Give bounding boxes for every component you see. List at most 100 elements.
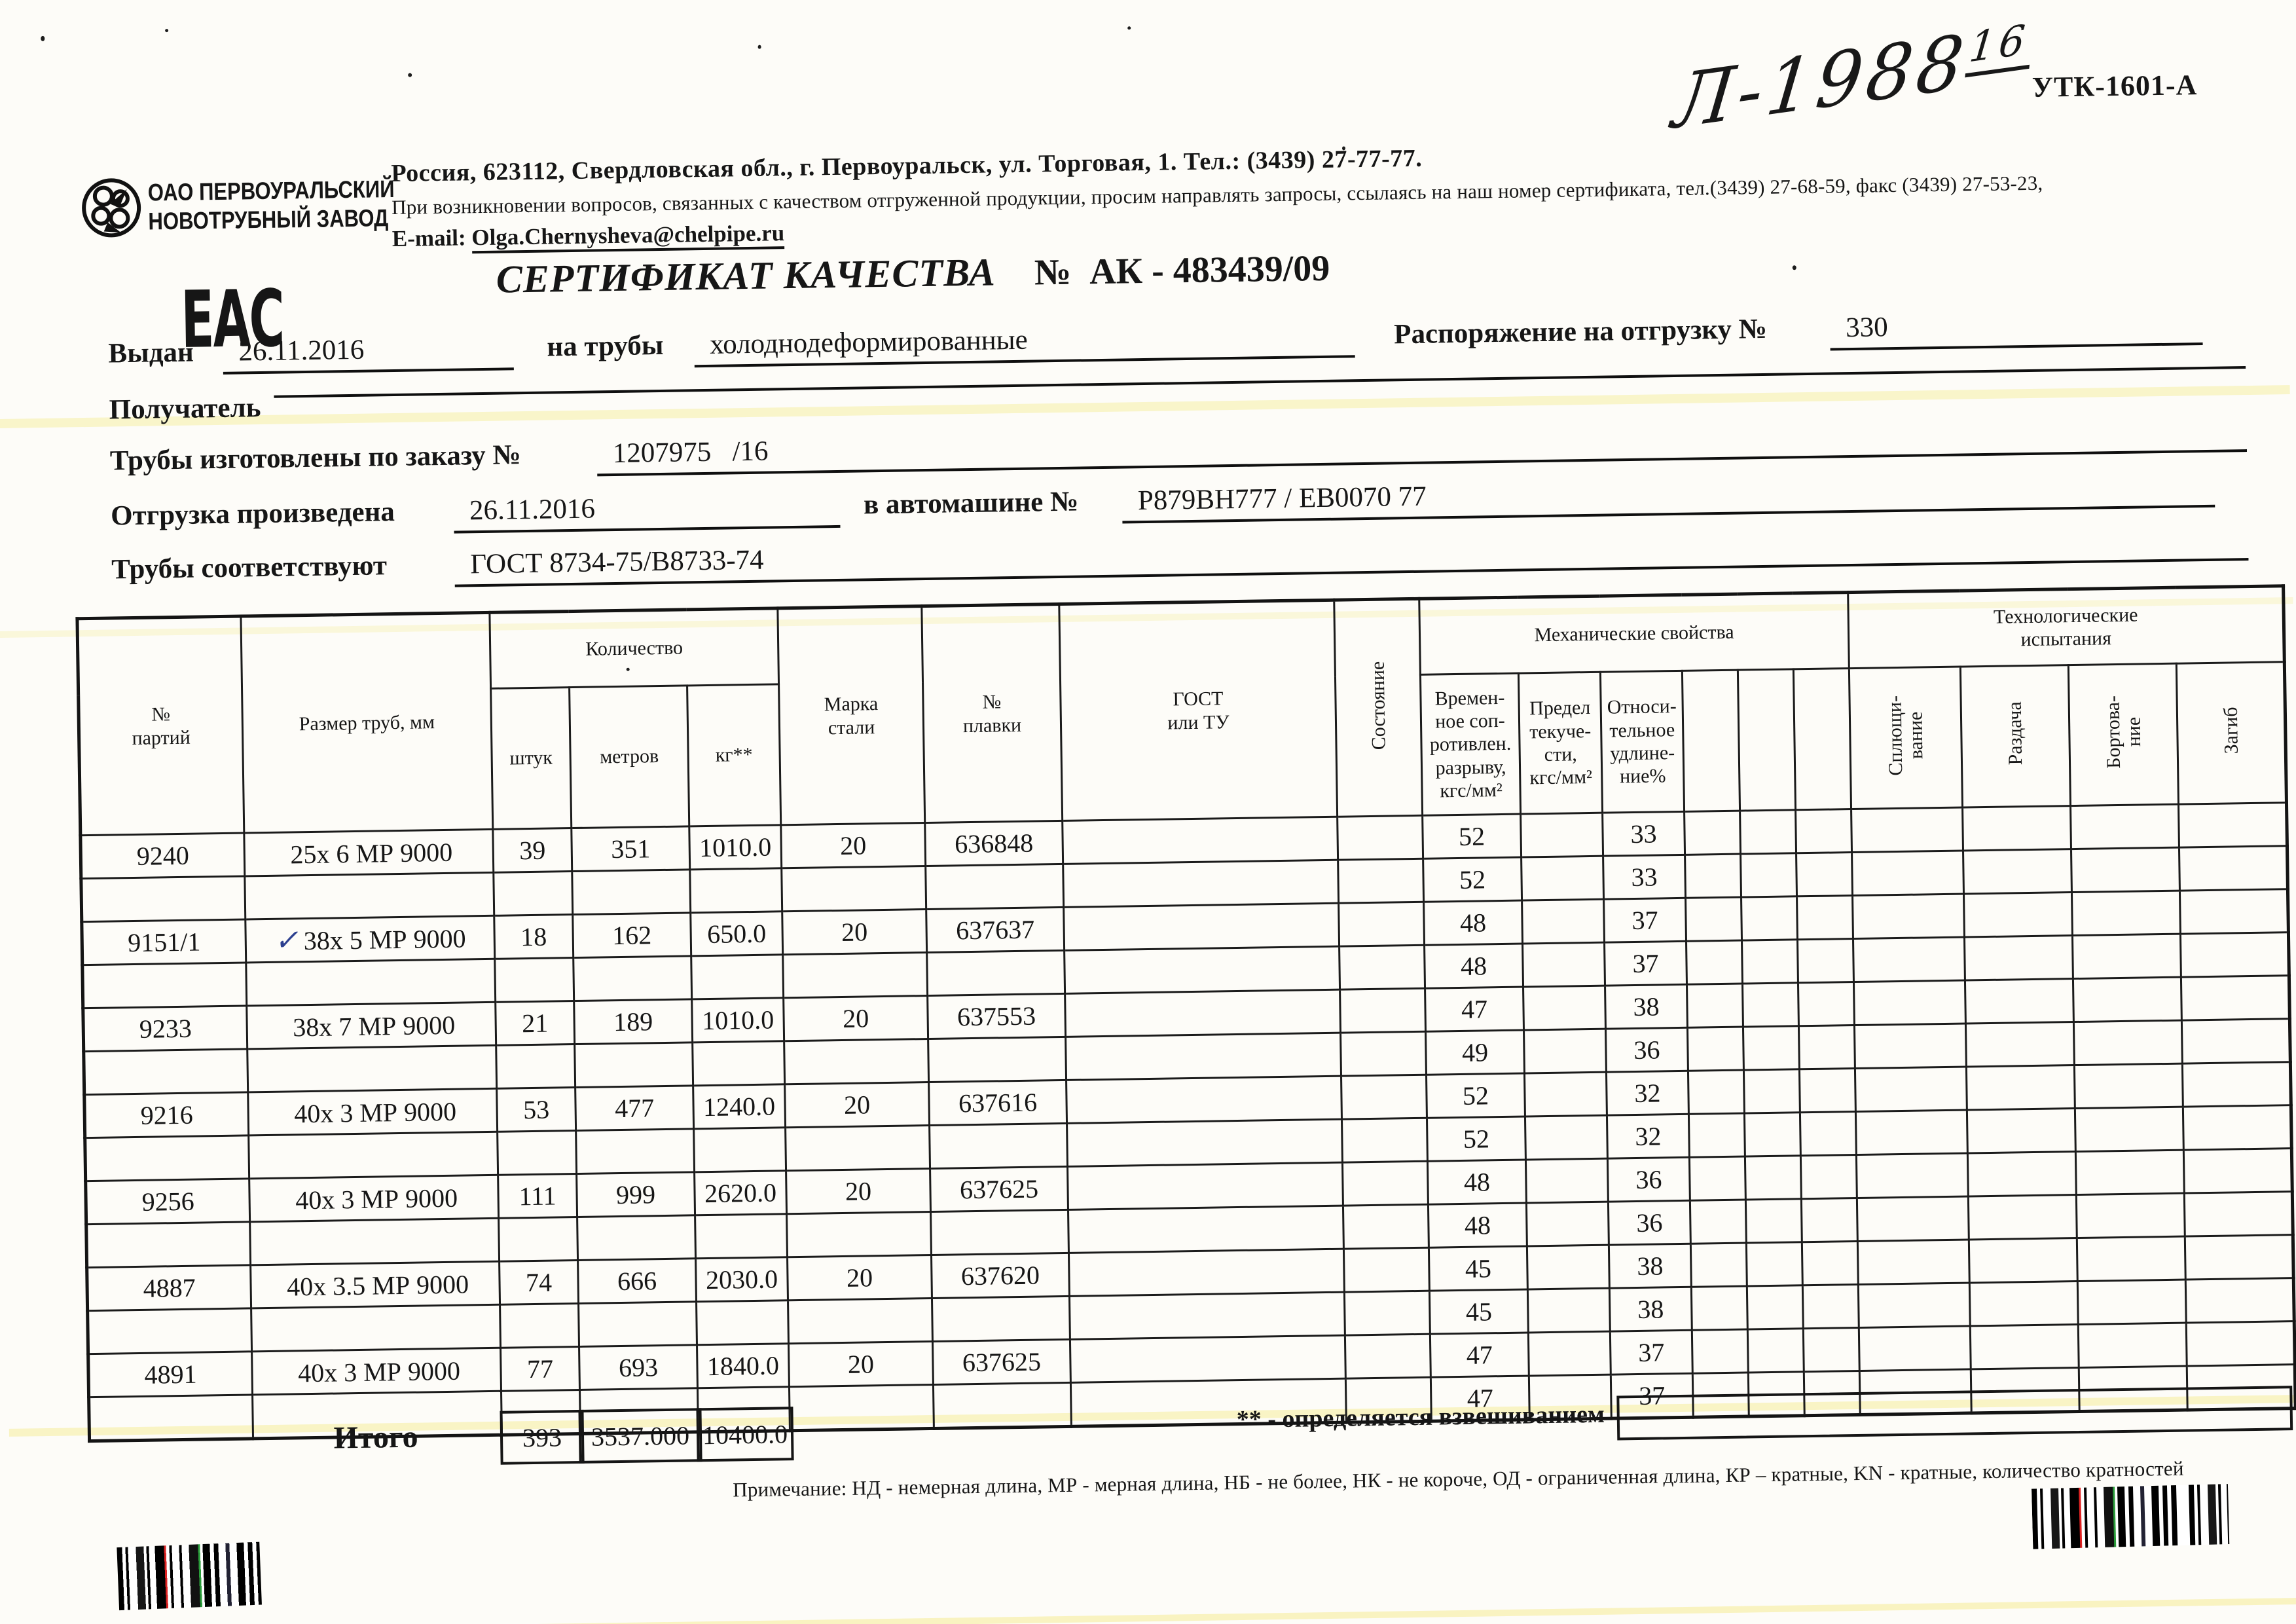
cell-batch: 9151/1 — [81, 919, 246, 965]
cell-bend — [2179, 845, 2288, 891]
cell-batch — [81, 876, 246, 922]
cell-expansion — [1968, 1194, 2077, 1240]
cell-extra — [1742, 982, 1799, 1027]
cell-extra — [1796, 852, 1853, 896]
cell-state — [1339, 988, 1426, 1033]
cell-extra — [1740, 853, 1797, 898]
cell-elongation: 38 — [1609, 1244, 1692, 1289]
cell-flattening — [1854, 1024, 1967, 1069]
cell-extra — [1687, 1027, 1744, 1071]
cell-melt — [925, 864, 1064, 910]
cell-yield — [1523, 1029, 1607, 1074]
header-batch: № партий — [77, 616, 244, 836]
cell-yield — [1527, 1288, 1611, 1333]
cell-gost — [1068, 1249, 1345, 1297]
cell-flanging — [2074, 1063, 2183, 1109]
cell-batch: 4891 — [88, 1351, 253, 1397]
cell-extra — [1796, 895, 1853, 940]
cell-flattening — [1851, 851, 1964, 896]
cell-flattening — [1853, 980, 1966, 1025]
barcode-left — [117, 1541, 262, 1611]
header-gost: ГОСТ или ТУ — [1059, 600, 1338, 821]
cell-steel — [784, 1039, 929, 1084]
cell-steel — [786, 1211, 932, 1257]
cell-extra — [1692, 1329, 1749, 1374]
cell-melt: 637553 — [927, 993, 1066, 1039]
cell-tensile: 52 — [1427, 1116, 1526, 1162]
cell-flattening — [1851, 807, 1963, 853]
cell-expansion — [1967, 1151, 2077, 1196]
cell-steel: 20 — [782, 909, 927, 955]
cell-extra — [1743, 1025, 1800, 1071]
cell-state — [1341, 1075, 1427, 1120]
header-mech-group: Механические свойства — [1419, 592, 1850, 675]
total-label: Итого — [333, 1419, 418, 1456]
order-label: Распоряжение на отгрузку № — [1393, 313, 1768, 350]
cell-elongation: 33 — [1603, 855, 1686, 900]
cell-bend — [2182, 1061, 2291, 1107]
cell-flattening — [1857, 1239, 1970, 1285]
cell-flattening — [1855, 1109, 1968, 1155]
handwritten-superscript: 16 — [1965, 14, 2035, 78]
cell-extra — [1741, 896, 1798, 941]
cell-expansion — [1965, 978, 2074, 1024]
cell-steel — [782, 952, 928, 998]
cell-extra — [1690, 1200, 1747, 1244]
handwritten-mark: Л-198816 — [1669, 10, 2035, 146]
footer-note: Примечание: НД - немерная длина, МР - ме… — [733, 1456, 2184, 1502]
cell-elongation: 36 — [1608, 1200, 1691, 1246]
cell-size: 40x 3 МР 9000 — [249, 1175, 499, 1222]
cell-extra — [1688, 1070, 1745, 1115]
cell-kg: 2030.0 — [695, 1257, 788, 1302]
cell-extra — [1686, 984, 1743, 1028]
cell-tensile: 47 — [1430, 1332, 1529, 1378]
cell-flanging — [2077, 1280, 2187, 1325]
cell-gost — [1064, 946, 1340, 994]
cell-tensile: 52 — [1423, 857, 1522, 902]
cell-kg: 1240.0 — [693, 1084, 786, 1129]
cell-size: ✓ 38x 5 МР 9000 — [245, 915, 495, 963]
cell-kg: 1010.0 — [691, 997, 784, 1043]
cell-meters — [577, 1215, 696, 1261]
cell-meters: 162 — [572, 912, 691, 958]
cell-tensile: 52 — [1422, 814, 1522, 859]
cell-size: 25x 6 МР 9000 — [244, 829, 494, 876]
cell-flattening — [1855, 1067, 1967, 1112]
cell-extra — [1801, 1198, 1858, 1242]
cell-tensile: 52 — [1426, 1073, 1525, 1118]
cell-extra — [1795, 809, 1852, 853]
pipe-logo-icon — [82, 178, 141, 238]
cell-bend — [2181, 1018, 2291, 1064]
cell-yield — [1528, 1331, 1611, 1376]
email-value: Olga.Chernysheva@chelpipe.ru — [471, 220, 785, 254]
header-size: Размер труб, мм — [240, 612, 493, 833]
cell-flattening — [1856, 1153, 1969, 1198]
cell-size — [247, 1045, 497, 1092]
cell-kg — [696, 1300, 789, 1345]
cell-flattening — [1859, 1325, 1971, 1371]
certificate-title: СЕРТИФИКАТ КАЧЕСТВА — [496, 250, 996, 301]
header-flanging: Бортова- ние — [2068, 663, 2179, 806]
cell-tensile: 45 — [1429, 1246, 1528, 1291]
cell-batch — [83, 1048, 248, 1095]
cell-elongation: 37 — [1610, 1330, 1693, 1375]
cell-flanging — [2072, 934, 2181, 979]
cell-pcs — [494, 957, 574, 1003]
cell-flattening — [1852, 894, 1965, 939]
cell-bend — [2183, 1148, 2293, 1194]
cell-tensile: 49 — [1425, 1030, 1525, 1075]
cell-tensile: 48 — [1428, 1202, 1527, 1248]
header-elongation: Относи- тельное удлине- ние% — [1600, 671, 1685, 813]
cell-state — [1342, 1161, 1429, 1206]
cell-kg: 1840.0 — [697, 1343, 790, 1388]
cell-size — [249, 1218, 500, 1265]
certificate-table: № партий Размер труб, мм Количество Марк… — [75, 584, 2296, 1443]
cell-elongation: 32 — [1607, 1114, 1690, 1159]
cell-pcs — [500, 1303, 579, 1348]
cell-pcs: 53 — [496, 1087, 576, 1132]
cell-yield — [1523, 986, 1606, 1031]
cell-steel: 20 — [786, 1168, 931, 1214]
header-tech-group: Технологические испытания — [1848, 585, 2285, 669]
address-block: Россия, 623112, Свердловская обл., г. Пе… — [391, 131, 2278, 254]
